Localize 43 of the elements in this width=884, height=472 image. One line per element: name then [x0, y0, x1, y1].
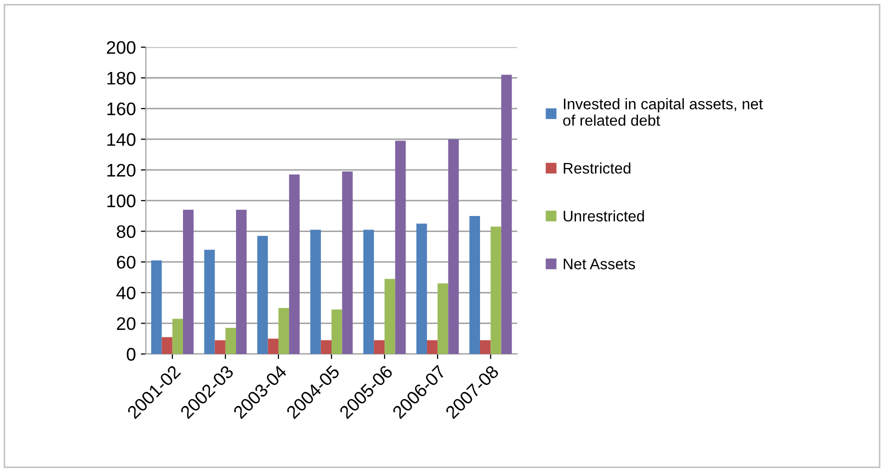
bar [501, 74, 512, 354]
y-tick-label: 140 [107, 133, 136, 146]
y-tick-label: 20 [116, 317, 136, 330]
bar [426, 340, 438, 354]
legend-label: Restricted [564, 162, 630, 174]
bar [363, 230, 374, 354]
bar [151, 260, 162, 354]
bar [278, 308, 290, 354]
bar [172, 318, 183, 354]
y-tick-label: 0 [126, 348, 136, 361]
bar [214, 340, 226, 354]
bar [332, 310, 342, 354]
bar [289, 174, 300, 354]
legend-label: Net Assets [564, 258, 636, 270]
bar [448, 139, 459, 354]
bar [320, 340, 332, 354]
legend-label: Invested in capital assets, net of related debt [563, 98, 763, 126]
bar [480, 340, 491, 354]
bar [162, 337, 172, 354]
y-tick-label: 180 [107, 72, 136, 85]
bar [225, 328, 236, 354]
bar [204, 250, 215, 354]
y-tick-label: 160 [107, 102, 136, 116]
bar [257, 236, 268, 354]
legend-label: Unrestricted [564, 210, 644, 222]
bar [384, 278, 396, 354]
bar [268, 338, 278, 354]
bar [342, 171, 353, 354]
bar [182, 210, 194, 354]
y-tick-label: 60 [116, 256, 136, 269]
y-tick-label: 200 [106, 41, 136, 54]
bar [490, 226, 502, 354]
y-tick-label: 40 [116, 286, 136, 300]
bar [310, 230, 321, 354]
y-tick-label: 120 [107, 164, 136, 177]
y-tick-label: 100 [107, 194, 136, 208]
bar [236, 210, 247, 354]
bar [395, 140, 406, 354]
y-tick-label: 80 [116, 225, 136, 238]
bar [416, 224, 427, 354]
bar [469, 216, 480, 354]
bar [374, 340, 385, 354]
bar [438, 283, 448, 354]
